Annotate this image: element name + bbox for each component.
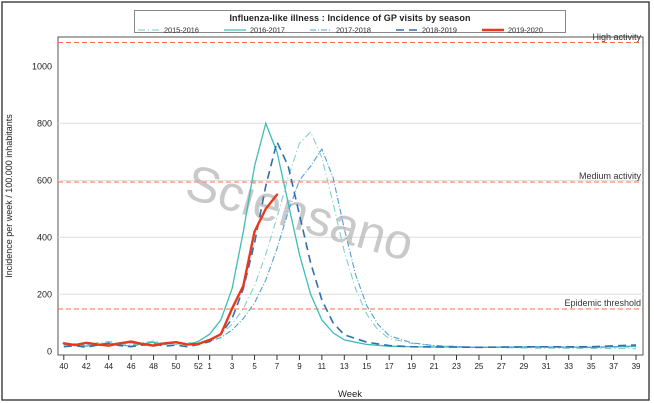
svg-text:17: 17 (385, 362, 394, 371)
svg-text:2019-2020: 2019-2020 (508, 26, 543, 35)
svg-text:800: 800 (37, 118, 52, 128)
svg-text:44: 44 (104, 362, 113, 371)
svg-text:35: 35 (587, 362, 596, 371)
svg-text:33: 33 (564, 362, 573, 371)
svg-text:1000: 1000 (32, 61, 52, 71)
svg-text:39: 39 (632, 362, 641, 371)
svg-text:11: 11 (318, 362, 327, 371)
svg-text:25: 25 (474, 362, 483, 371)
svg-text:Week: Week (338, 389, 362, 400)
svg-text:400: 400 (37, 232, 52, 242)
svg-text:21: 21 (430, 362, 439, 371)
svg-text:2017-2018: 2017-2018 (336, 26, 371, 35)
svg-text:0: 0 (47, 347, 52, 357)
svg-text:13: 13 (340, 362, 349, 371)
svg-text:2016-2017: 2016-2017 (250, 26, 285, 35)
svg-text:40: 40 (59, 362, 68, 371)
svg-text:Epidemic threshold: Epidemic threshold (564, 298, 641, 308)
svg-text:29: 29 (519, 362, 528, 371)
svg-text:46: 46 (127, 362, 136, 371)
svg-text:50: 50 (172, 362, 181, 371)
svg-text:31: 31 (542, 362, 551, 371)
svg-text:37: 37 (609, 362, 618, 371)
svg-text:2015-2016: 2015-2016 (164, 26, 199, 35)
svg-text:1: 1 (207, 362, 212, 371)
svg-text:3: 3 (230, 362, 235, 371)
svg-text:200: 200 (37, 289, 52, 299)
svg-text:9: 9 (297, 362, 302, 371)
svg-text:48: 48 (149, 362, 158, 371)
svg-text:Medium activity: Medium activity (579, 171, 642, 181)
svg-text:5: 5 (252, 362, 257, 371)
svg-text:Incidence per week / 100.000 i: Incidence per week / 100.000 inhabitants (4, 114, 14, 278)
svg-text:15: 15 (362, 362, 371, 371)
svg-text:High activity: High activity (592, 32, 641, 42)
svg-text:23: 23 (452, 362, 461, 371)
svg-text:7: 7 (275, 362, 280, 371)
svg-text:2018-2019: 2018-2019 (422, 26, 457, 35)
svg-text:600: 600 (37, 175, 52, 185)
svg-text:19: 19 (407, 362, 416, 371)
svg-text:52: 52 (194, 362, 203, 371)
svg-text:27: 27 (497, 362, 506, 371)
svg-text:42: 42 (82, 362, 91, 371)
